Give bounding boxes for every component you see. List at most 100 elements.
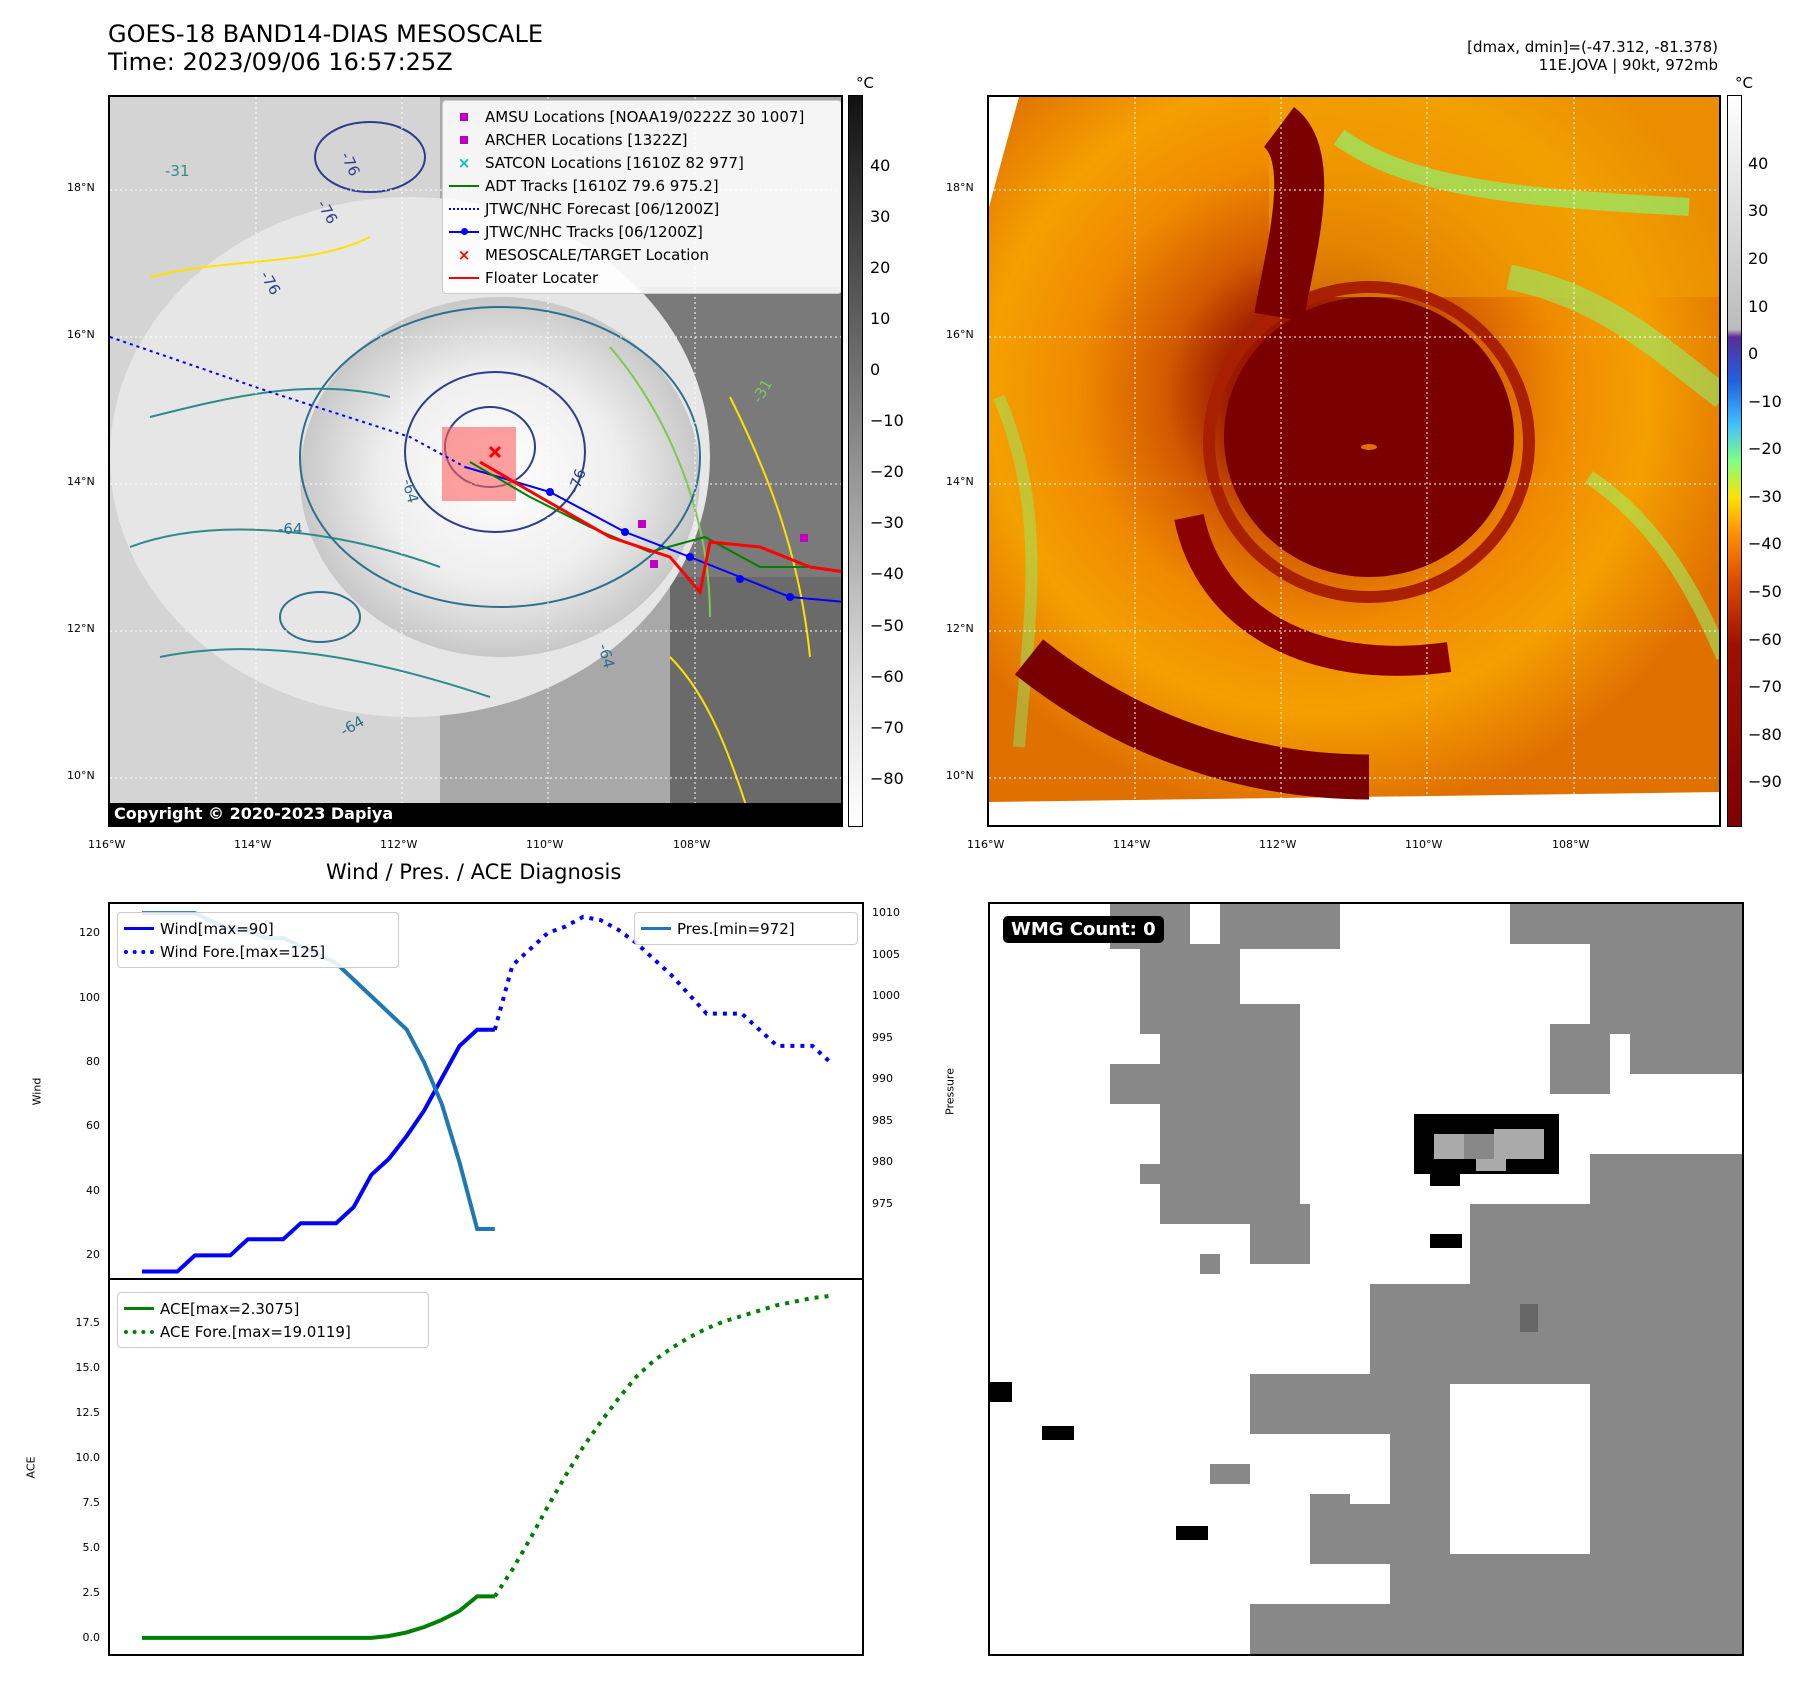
- lat-label: 18°N: [67, 181, 95, 194]
- legend-item-archer: ARCHER Locations [1322Z]: [443, 128, 841, 151]
- storm-info-label: 11E.JOVA | 90kt, 972mb: [1538, 56, 1718, 74]
- wmg-panel: WMG Count: 0: [988, 902, 1744, 1656]
- lon-label: 108°W: [673, 838, 711, 851]
- floater-track: [479, 460, 841, 596]
- colorbar-tick-label: −10: [870, 411, 904, 431]
- forecast-track: [110, 336, 466, 468]
- colorbar-tick-label: −70: [870, 717, 904, 737]
- colorbar-tick-label: 20: [870, 257, 891, 277]
- wmg-grid: [990, 904, 1742, 1654]
- colorbar-tick-label: 30: [1748, 201, 1769, 221]
- series-line-1: [492, 914, 832, 1064]
- lat-label: 12°N: [67, 622, 95, 635]
- wind-legend: Wind[max=90] Wind Fore.[max=125]: [117, 912, 399, 968]
- y-tick-label: 12.5: [75, 1406, 101, 1420]
- y-tick-label: 975: [872, 1197, 893, 1211]
- colorbar-tick-label: −60: [870, 666, 904, 686]
- mesoscale-box: [442, 427, 516, 501]
- legend-item-target: × MESOSCALE/TARGET Location: [457, 245, 710, 264]
- y-tick-label: 985: [872, 1113, 893, 1127]
- colorbar-tick-label: −80: [870, 768, 904, 788]
- colorbar-tick-label: −20: [870, 462, 904, 482]
- lon-label: 110°W: [526, 838, 564, 851]
- legend-item-tracks: JTWC/NHC Tracks [06/1200Z]: [443, 220, 841, 243]
- contour-label: -64: [278, 520, 303, 538]
- legend-item-adt: ADT Tracks [1610Z 79.6 975.2]: [443, 174, 841, 197]
- legend-item-wind: Wind[max=90]: [118, 917, 398, 940]
- ace-legend: ACE[max=2.3075] ACE Fore.[max=19.0119]: [117, 1292, 429, 1348]
- series-line-0: [142, 1027, 495, 1274]
- colorbar-left: [848, 95, 863, 827]
- pressure-legend: Pres.[min=972]: [634, 912, 858, 945]
- copyright-bar: Copyright © 2020-2023 Dapiya: [110, 803, 843, 825]
- y-tick-label: 20: [86, 1248, 100, 1262]
- legend-item-amsu: AMSU Locations [NOAA19/0222Z 30 1007]: [443, 105, 841, 128]
- diagnosis-title: Wind / Pres. / ACE Diagnosis: [326, 860, 622, 884]
- lon-label: 110°W: [1405, 838, 1443, 851]
- lat-label: 10°N: [946, 769, 974, 782]
- legend-item-ace-forecast: ACE Fore.[max=19.0119]: [118, 1320, 428, 1343]
- legend-item-pressure: Pres.[min=972]: [635, 917, 857, 940]
- colorbar-tick-label: 10: [1748, 296, 1769, 316]
- lon-label: 116°W: [88, 838, 126, 851]
- legend-item-forecast: JTWC/NHC Forecast [06/1200Z]: [443, 197, 841, 220]
- y-tick-label: 995: [872, 1030, 893, 1044]
- colorbar-tick-label: −50: [870, 615, 904, 635]
- ace-axis-label: ACE: [24, 1456, 38, 1479]
- y-tick-label: 990: [872, 1072, 893, 1086]
- colorbar-tick-label: −20: [1748, 439, 1782, 459]
- y-tick-label: 15.0: [75, 1361, 101, 1375]
- legend-item-floater: Floater Locater: [443, 266, 841, 289]
- colorbar-right-unit: °C: [1735, 74, 1753, 92]
- ace-series-line-0: [142, 1594, 495, 1640]
- colorbar-tick-label: 40: [1748, 153, 1769, 173]
- pressure-axis-label: Pressure: [943, 1068, 957, 1115]
- y-tick-label: 980: [872, 1155, 893, 1169]
- ace-series-line-1: [493, 1293, 831, 1598]
- colorbar-tick-label: 10: [870, 308, 891, 328]
- y-tick-label: 0.0: [82, 1630, 101, 1644]
- ir-map-panel: AMSU Locations [NOAA19/0222Z 30 1007] AR…: [108, 95, 843, 827]
- colorbar-left-unit: °C: [856, 74, 874, 92]
- y-tick-label: 1010: [872, 906, 900, 920]
- y-tick-label: 5.0: [82, 1540, 101, 1554]
- colorbar-tick-label: 30: [870, 206, 891, 226]
- y-tick-label: 40: [86, 1183, 100, 1197]
- lon-label: 112°W: [380, 838, 418, 851]
- lon-label: 114°W: [234, 838, 272, 851]
- figure-time: Time: 2023/09/06 16:57:25Z: [108, 48, 453, 76]
- legend-item-ace: ACE[max=2.3075]: [118, 1297, 428, 1320]
- colorbar-right: [1727, 95, 1742, 827]
- enhanced-ir-imagery: [989, 97, 1719, 825]
- colorbar-tick-label: 0: [870, 360, 881, 379]
- lat-label: 14°N: [67, 475, 95, 488]
- colorbar-tick-label: 0: [1748, 344, 1759, 364]
- wmg-count-badge: WMG Count: 0: [1003, 916, 1164, 943]
- legend-item-wind-forecast: Wind Fore.[max=125]: [118, 940, 398, 963]
- colorbar-tick-label: 20: [1748, 248, 1769, 268]
- contour-label: -31: [165, 162, 190, 180]
- lon-label: 112°W: [1259, 838, 1297, 851]
- lon-label: 108°W: [1552, 838, 1590, 851]
- lat-label: 12°N: [946, 622, 974, 635]
- enhanced-ir-panel: [987, 95, 1721, 827]
- colorbar-tick-label: −90: [1748, 772, 1782, 792]
- y-tick-label: 2.5: [82, 1585, 101, 1599]
- lat-label: 14°N: [946, 475, 974, 488]
- y-tick-label: 7.5: [82, 1495, 101, 1509]
- colorbar-tick-label: −30: [1748, 486, 1782, 506]
- ace-chart: [142, 1293, 831, 1640]
- lat-label: 16°N: [946, 328, 974, 341]
- wind-axis-label: Wind: [30, 1077, 44, 1106]
- y-tick-label: 120: [79, 926, 100, 940]
- colorbar-tick-label: −40: [870, 564, 904, 584]
- adt-track: [469, 461, 810, 568]
- colorbar-tick-label: −60: [1748, 629, 1782, 649]
- legend-item-satcon: × SATCON Locations [1610Z 82 977]: [457, 153, 744, 172]
- lat-label: 18°N: [946, 181, 974, 194]
- colorbar-tick-label: −10: [1748, 391, 1782, 411]
- lon-label: 114°W: [1113, 838, 1151, 851]
- y-tick-label: 1005: [872, 947, 900, 961]
- colorbar-tick-label: −50: [1748, 582, 1782, 602]
- ace-panel: ACE[max=2.3075] ACE Fore.[max=19.0119]: [108, 1278, 864, 1656]
